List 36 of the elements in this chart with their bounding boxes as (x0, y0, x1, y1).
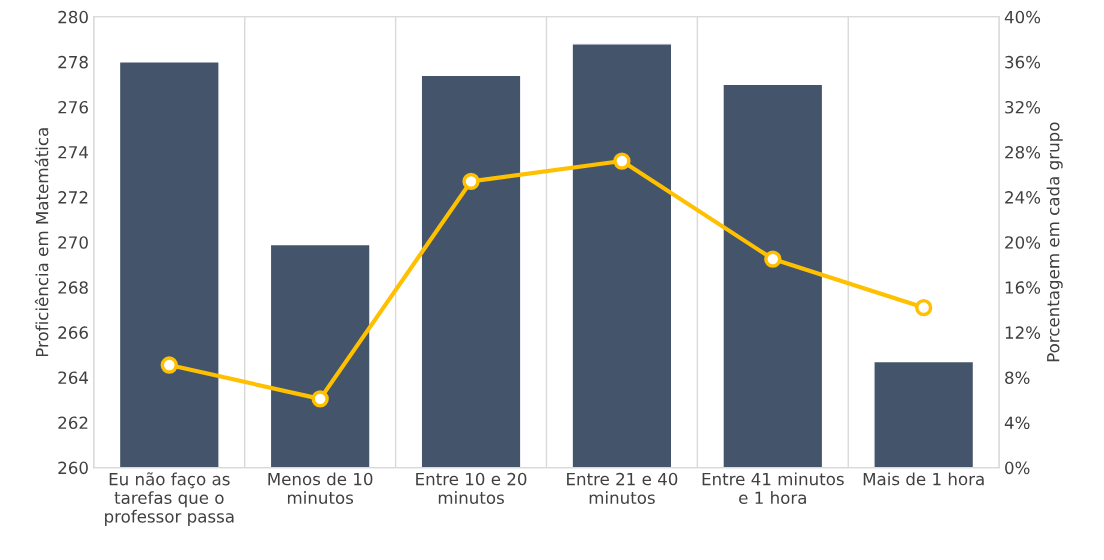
point (160, 356, 178, 374)
y2-tick-label: 20% (1005, 236, 1041, 249)
y-tick-label: 260 (58, 461, 88, 475)
point (311, 390, 329, 408)
y-tick-label: 274 (58, 146, 89, 159)
x-tick-label: Mais de 1 hora (863, 472, 984, 486)
x-tick-label: Entre 41 minutos e 1 hora (702, 472, 844, 505)
y2-tick-label: 0% (1005, 461, 1030, 475)
x-tick-label: Entre 21 e 40 minutos (567, 472, 678, 505)
point (462, 172, 480, 191)
y-tick-label: 278 (58, 55, 88, 69)
y-axis-title: Proficiência em Matemática (34, 128, 49, 357)
x-tick-label: Eu não faço as tarefas que o professor passa (105, 472, 234, 526)
y2-tick-label: 16% (1005, 281, 1041, 294)
y2-tick-label: 4% (1004, 416, 1030, 430)
point (613, 152, 631, 170)
y2-tick-label: 28% (1005, 146, 1041, 159)
y-tick-label: 266 (58, 326, 88, 339)
y2-tick-label: 12% (1005, 326, 1041, 339)
point (764, 250, 782, 268)
y-tick-label: 280 (58, 10, 88, 24)
y2-tick-label: 40% (1004, 10, 1041, 24)
y-tick-label: 262 (58, 416, 88, 430)
y2-tick-label: 8% (1005, 371, 1030, 385)
y2-axis-title: Porcentagem em cada grupo (1046, 122, 1063, 362)
y-tick-label: 276 (58, 100, 88, 114)
y-tick-label: 264 (58, 371, 89, 385)
y-tick-label: 268 (58, 281, 88, 294)
y2-tick-label: 24% (1005, 191, 1041, 204)
x-tick-label: Menos de 10 minutos (268, 472, 373, 505)
y2-tick-label: 36% (1005, 55, 1041, 69)
y-tick-label: 270 (58, 236, 88, 249)
y2-tick-label: 32% (1005, 100, 1041, 114)
y-tick-label: 272 (58, 191, 88, 204)
point (915, 298, 933, 317)
x-tick-label: Entre 10 e 20 minutos (416, 472, 527, 505)
